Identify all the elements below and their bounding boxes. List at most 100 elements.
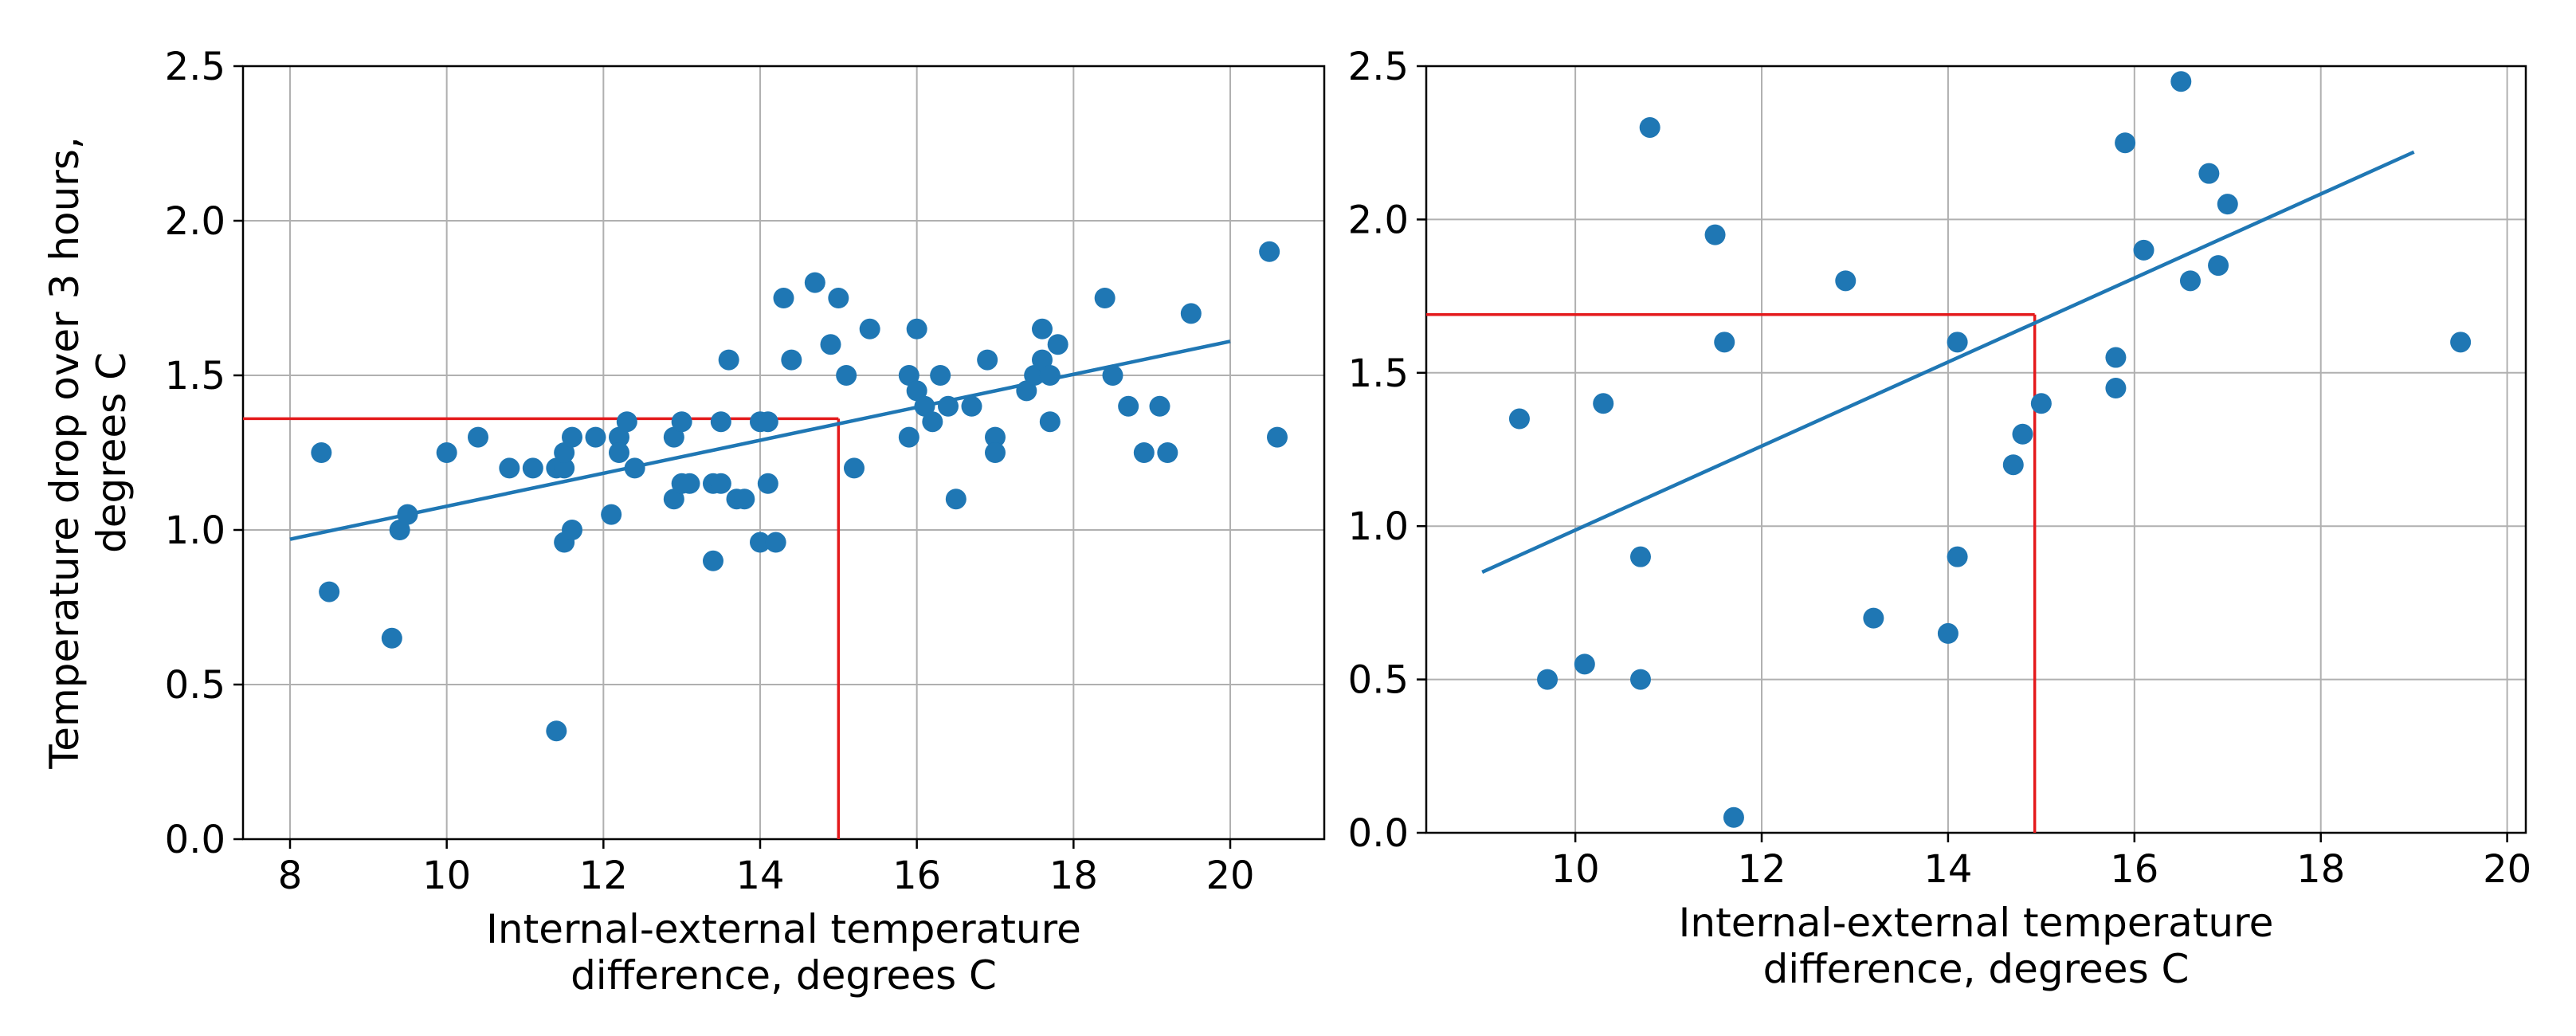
data-point [381,627,402,649]
data-point [1259,241,1280,262]
x-axis-label: difference, degrees C [570,952,997,999]
data-point [828,288,849,308]
x-tick-label: 10 [422,854,471,898]
y-axis-label: degrees C [88,352,135,553]
data-point [765,532,786,553]
data-point [2002,454,2024,476]
data-point [2170,71,2192,92]
data-point [616,411,637,433]
data-point [1714,332,1735,353]
data-point [1947,546,1968,567]
data-point [820,334,841,355]
data-point [663,426,684,448]
data-point [663,489,684,510]
y-tick-label: 0.5 [165,663,225,708]
data-point [836,365,857,386]
data-point [734,489,755,510]
data-point [1574,653,1595,675]
data-point [1508,408,1530,430]
data-point [1723,806,1744,828]
data-point [562,426,582,448]
y-tick-label: 2.5 [1348,45,1409,89]
data-point [319,581,340,602]
x-tick-label: 14 [1923,847,1972,892]
x-axis-label: Internal-external temperature [486,906,1081,952]
left-scatter-panel: 8 10 12 14 16 18 20 0.0 0.5 1.0 1.5 2.0 2.5 Internal-… [41,45,1326,999]
data-point [985,426,1006,448]
data-point [757,411,778,433]
y-tick-label: 1.0 [1348,504,1409,549]
x-tick-label: 18 [1049,854,1098,898]
data-point [938,395,959,417]
data-point [2105,378,2127,399]
data-point [844,457,865,479]
x-tick-label: 14 [735,854,784,898]
y-tick-label: 0.5 [1348,658,1409,703]
data-point [1267,426,1288,448]
data-point [710,473,731,494]
data-point [1704,224,1726,245]
data-point [945,489,966,510]
data-point [2179,270,2201,292]
data-point [781,349,802,371]
data-point [1118,395,1139,417]
data-point [2217,194,2238,215]
axes-frame [241,65,1326,841]
data-point [1537,669,1559,690]
data-point [1639,116,1660,138]
data-point [930,365,951,386]
data-point [2012,423,2033,445]
data-point [977,349,998,371]
x-tick-label: 8 [278,854,303,898]
x-tick-label: 16 [892,854,941,898]
data-point [1094,288,1115,308]
data-point [906,380,927,402]
data-point [1032,349,1053,371]
data-point [1102,365,1123,386]
data-point [1024,365,1045,386]
data-point [671,411,692,433]
data-point [1047,334,1068,355]
x-tick-label: 12 [1737,847,1786,892]
y-tick-label: 0.0 [1348,811,1409,856]
x-tick-label: 10 [1551,847,1600,892]
data-point [468,426,488,448]
axes-frame [1425,65,2527,834]
data-point [2450,332,2472,353]
y-tick-label: 2.0 [1348,198,1409,242]
data-point [914,395,935,417]
data-point [898,365,919,386]
data-point [1032,318,1053,339]
data-point [585,426,606,448]
y-tick-label: 2.0 [165,199,225,244]
data-point [609,442,629,463]
data-point [1947,332,1968,353]
data-point [750,532,770,553]
data-point [804,272,825,293]
data-point [389,520,410,540]
y-tick-label: 1.5 [1348,351,1409,396]
data-point [1629,669,1651,690]
data-point [2133,239,2155,261]
data-point [624,457,645,479]
data-point [499,457,520,479]
data-point [1149,395,1170,417]
data-point [898,426,919,448]
data-point [397,504,418,525]
right-scatter-panel: 10 12 14 16 18 20 0.0 0.5 1.0 1.5 2.0 2.5 Internal-e… [1348,45,2531,992]
x-axis-label: difference, degrees C [1763,946,2190,992]
data-point [1180,303,1202,324]
data-point [2208,255,2229,277]
data-point [1835,270,1857,292]
y-tick-label: 1.0 [165,508,225,553]
data-point [546,720,567,742]
y-axis-label: Temperature drop over 3 hours, [41,136,88,770]
data-point [922,411,943,433]
data-point [1629,546,1651,567]
data-point [1863,607,1884,629]
x-tick-label: 18 [2296,847,2345,892]
x-tick-label: 12 [579,854,628,898]
x-tick-label: 16 [2110,847,2158,892]
data-point [961,395,982,417]
